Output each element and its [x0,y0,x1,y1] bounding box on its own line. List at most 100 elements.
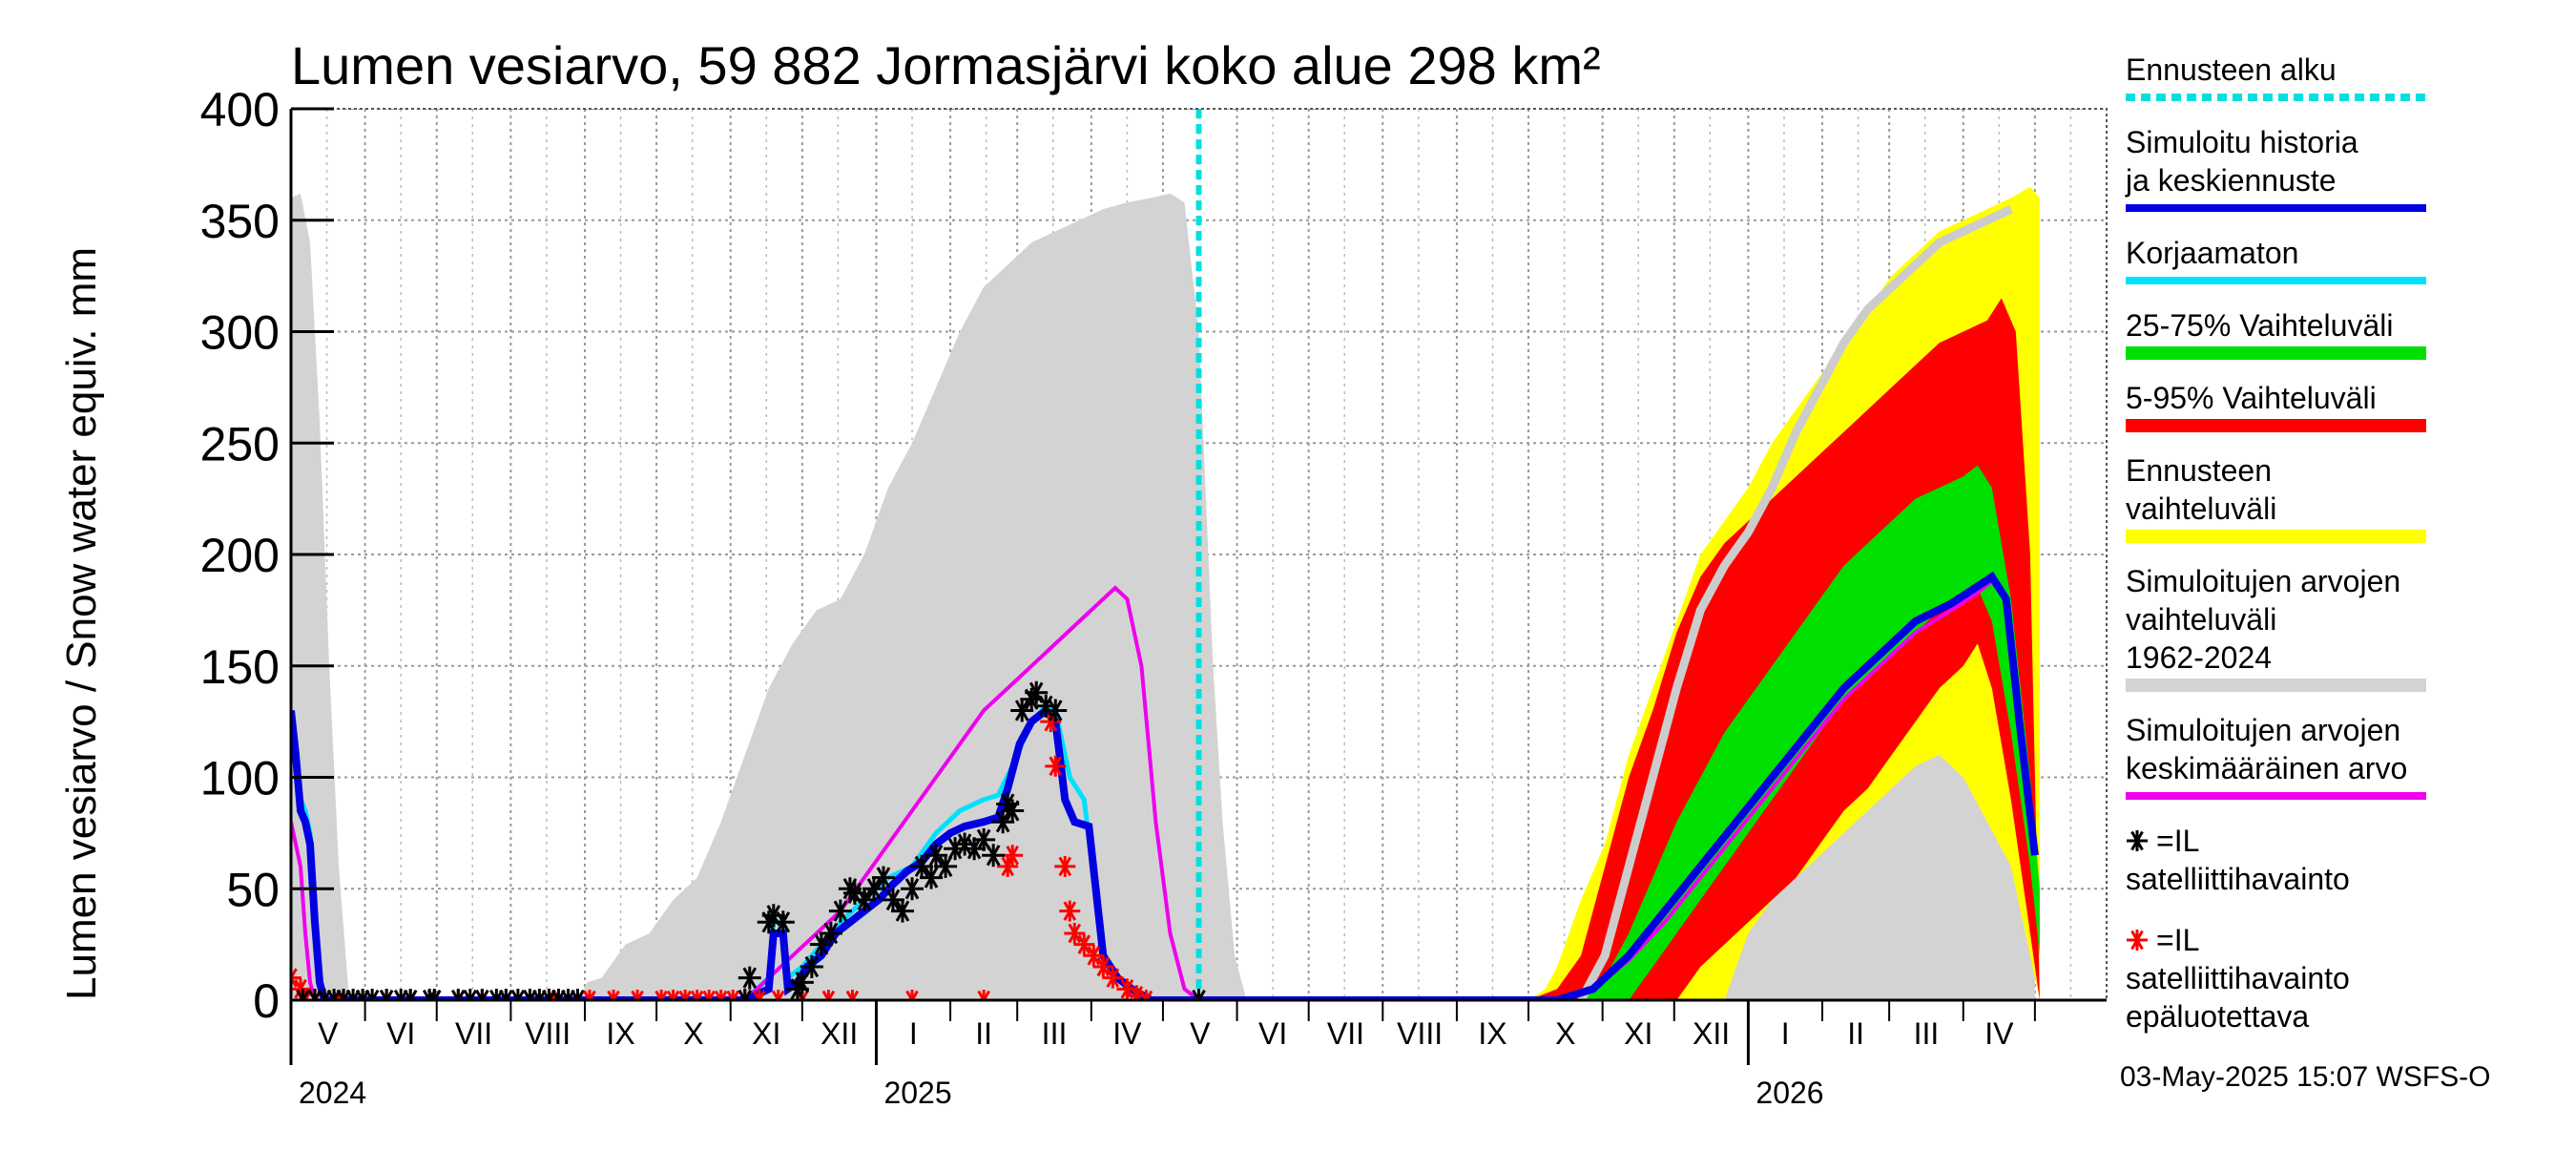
sat-ok-point-stroke [489,989,499,1000]
sat-ok-point-stroke [537,989,547,1000]
sat-bad-point-stroke [726,990,735,1000]
sat-bad-point-stroke [905,990,914,1000]
month-label: IV [1112,1016,1142,1051]
sat-bad-point [818,990,840,1000]
sat-bad-point-stroke [800,990,809,1000]
sat-ok-point [485,989,509,1000]
sat-ok-point [809,932,833,956]
sat-ok-point [1010,699,1034,722]
sat-bad-point-stroke [982,990,990,1000]
month-label: X [683,1016,703,1051]
sat-ok-point [1187,989,1211,1000]
sat-bad-point-stroke [845,990,855,1000]
sat-ok-point-stroke [475,989,485,1000]
legend-label: epäluotettava [2126,999,2309,1034]
sat-bad-point-stroke [702,990,711,1000]
legend-item: Simuloitujen arvojen vaihteluväli1962-202… [2126,564,2426,692]
month-label: XI [752,1016,780,1051]
plot-area [291,109,2107,1000]
sat-ok-point [800,954,823,978]
sat-ok-point [303,989,327,1000]
legend-star [2127,930,2148,951]
sat-ok-point-stroke [463,989,472,1000]
legend: Ennusteen alku Simuloitu historia ja keski… [2125,52,2426,1034]
sat-ok-point-stroke [432,989,442,1000]
sat-bad-point [1059,900,1081,922]
sat-ok-point-stroke [566,989,575,1000]
chart-title: Lumen vesiarvo, 59 882 Jormasjärvi koko … [291,35,1601,95]
sat-bad-point-stroke [752,990,761,1000]
sat-bad-point-stroke [910,990,919,1000]
sat-ok-point-stroke [737,989,747,1000]
sat-bad-point [698,990,720,1000]
month-label: VI [1258,1016,1287,1051]
hist-upper-grey-line [1577,205,2013,1000]
sat-ok-point-stroke [422,989,431,1000]
sat-bad-point-stroke [635,990,644,1000]
sat-ok-point [901,877,924,901]
sat-ok-point-stroke [336,989,345,1000]
legend-label: 25-75% Vaihteluväli [2126,308,2393,343]
month-label: II [1847,1016,1864,1051]
sat-ok-point [910,854,934,878]
sat-ok-point-stroke [571,989,580,1000]
sat-ok-point [1001,799,1025,823]
month-label: IV [1984,1016,2014,1051]
sat-ok-point-stroke [301,989,310,1000]
p25-75-band [1528,465,2040,1000]
sat-ok-point-stroke [499,989,509,1000]
legend-item: 25-75% Vaihteluväli [2126,308,2426,360]
legend-label: =IL [2156,824,2199,858]
y-tick-label: 150 [200,640,280,694]
sat-bad-point-stroke [607,990,615,1000]
month-label: III [1042,1016,1068,1051]
legend-label: 1962-2024 [2126,640,2272,675]
sat-bad-point [686,990,708,1000]
sat-bad-point-stroke [1139,990,1149,1000]
sat-bad-point-stroke [718,990,728,1000]
sat-ok-point [924,844,948,868]
legend-item: 5-95% Vaihteluväli [2126,381,2426,432]
sat-ok-point [871,866,895,889]
sat-ok-point [322,989,346,1000]
y-axis-label: Lumen vesiarvo / Snow water equiv. mm [58,247,105,1000]
sat-ok-point [506,989,530,1000]
sat-ok-point [423,989,447,1000]
month-label: XII [821,1016,858,1051]
legend-label: satelliittihavainto [2126,862,2350,896]
sat-ok-point-stroke [307,989,317,1000]
sat-ok-point-stroke [403,989,412,1000]
legend-label: keskimääräinen arvo [2126,751,2407,785]
sat-bad-point-stroke [291,974,298,988]
y-tick-label: 350 [200,195,280,248]
sat-ok-point [819,921,842,945]
month-label: I [909,1016,918,1051]
legend-item: =IL satelliittihavainto epäluotettava [2126,923,2350,1034]
month-label: I [1781,1016,1790,1051]
sat-ok-point-stroke [1192,989,1201,1000]
sat-ok-point-stroke [494,989,504,1000]
sat-ok-point [852,888,876,911]
sat-bad-point [748,990,770,1000]
sat-ok-point [771,910,795,934]
sat-ok-point [891,899,915,923]
sat-bad-point [1002,845,1024,867]
legend-item: =IL satelliittihavainto [2126,824,2350,896]
sat-ok-point [361,989,384,1000]
sat-bad-point [841,990,863,1000]
y-tick-label: 250 [200,417,280,470]
sat-ok-point-stroke [556,989,566,1000]
y-tick-label: 0 [253,974,280,1028]
legend-label: Simuloitu historia [2126,125,2358,159]
sat-bad-point-stroke [291,968,298,981]
sat-ok-point [447,989,470,1000]
plot-content [291,109,2107,1000]
sat-ok-point-stroke [408,989,418,1000]
y-tick-label: 50 [226,863,280,916]
sat-bad-point-stroke [758,990,766,1000]
sat-bad-point-stroke [772,990,780,1000]
legend-label: Simuloitujen arvojen [2126,564,2400,598]
sat-bad-point [675,990,696,1000]
